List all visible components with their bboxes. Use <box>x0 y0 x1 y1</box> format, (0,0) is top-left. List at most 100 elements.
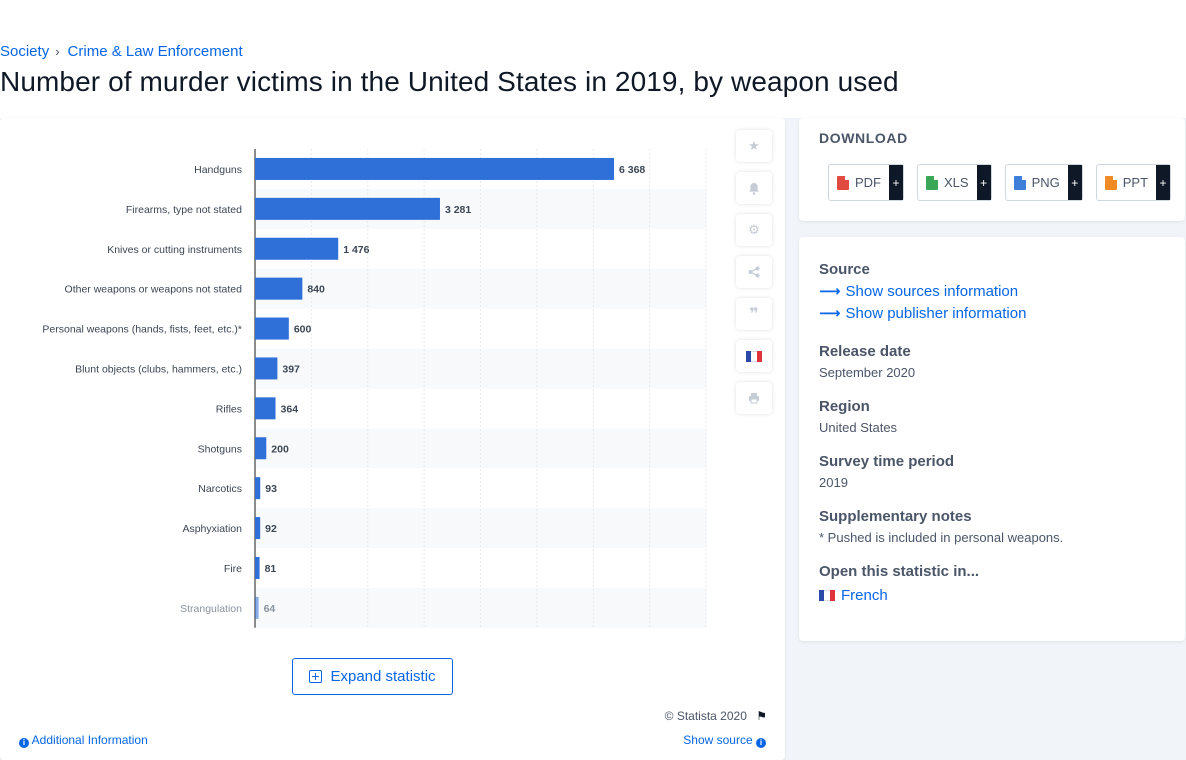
survey-period-value: 2019 <box>819 475 848 490</box>
bar <box>255 596 259 619</box>
top-header: Society › Crime & Law Enforcement Number o… <box>0 0 1186 118</box>
data-label: 1 476 <box>343 244 369 256</box>
bar <box>255 357 278 380</box>
plus-icon: + <box>1156 165 1171 200</box>
print-icon <box>749 393 759 404</box>
bar <box>255 437 267 460</box>
source-section: Source ⟶ Show sources information ⟶ Show p… <box>819 261 1026 322</box>
category-label: Blunt objects (clubs, hammers, etc.) <box>75 363 242 375</box>
open-in-section: Open this statistic in... French <box>819 563 979 604</box>
bar <box>255 237 339 260</box>
breadcrumb: Society › Crime & Law Enforcement <box>0 43 243 60</box>
page-title: Number of murder victims in the United S… <box>0 66 899 97</box>
category-label: Narcotics <box>198 483 242 495</box>
data-label: 81 <box>265 563 277 575</box>
supplementary-notes-label: Supplementary notes <box>819 508 972 525</box>
copyright: © Statista 2020 ⚑ <box>665 709 767 723</box>
chart-toolbar: ★ ⚙ ❞ <box>736 130 772 424</box>
download-ppt-label: PPT <box>1122 175 1149 190</box>
breadcrumb-society[interactable]: Society <box>0 43 50 60</box>
gear-icon: ⚙ <box>748 222 760 237</box>
region-value: United States <box>819 420 898 435</box>
show-publisher-label: Show publisher information <box>845 305 1027 322</box>
release-section: Release date September 2020 <box>819 343 915 380</box>
data-label: 93 <box>265 483 277 495</box>
data-label: 840 <box>307 284 325 296</box>
additional-information-link[interactable]: i Additional Information <box>19 733 148 748</box>
release-date-label: Release date <box>819 343 911 360</box>
arrow-right-icon: ⟶ <box>819 283 841 300</box>
breadcrumb-separator-icon: › <box>55 44 60 59</box>
category-label: Firearms, type not stated <box>126 204 242 216</box>
bar-chart: Handguns 6 368 Firearms, type not stated 3 … <box>42 149 707 628</box>
expand-statistic-button[interactable]: Expand statistic <box>292 658 453 695</box>
data-label: 600 <box>294 324 312 336</box>
supplementary-notes-section: Supplementary notes * Pushed is included… <box>819 508 1063 545</box>
show-source-link[interactable]: Show source i <box>683 733 766 748</box>
cite-button[interactable]: ❞ <box>736 298 772 330</box>
bar <box>255 556 260 579</box>
ppt-file-icon <box>1104 175 1117 190</box>
plus-icon: + <box>889 165 903 200</box>
show-sources-label: Show sources information <box>845 283 1019 300</box>
category-label: Fire <box>224 563 242 575</box>
release-date-value: September 2020 <box>819 365 916 380</box>
plus-icon: + <box>976 165 991 200</box>
data-label: 364 <box>281 403 299 415</box>
category-label: Asphyxiation <box>182 523 242 535</box>
category-label: Knives or cutting instruments <box>107 244 242 256</box>
open-in-french-link[interactable]: French <box>819 587 979 604</box>
download-png-label: PNG <box>1031 175 1060 190</box>
copyright-text: © Statista 2020 <box>664 709 747 723</box>
data-label: 200 <box>271 443 289 455</box>
category-label: Strangulation <box>180 603 242 615</box>
download-ppt-button[interactable]: PPT + <box>1095 164 1172 201</box>
share-button[interactable] <box>736 256 772 288</box>
download-xls-label: XLS <box>944 175 969 190</box>
notification-button[interactable] <box>736 172 772 204</box>
survey-period-label: Survey time period <box>819 453 955 470</box>
bar <box>255 277 303 300</box>
download-card: DOWNLOAD PDF + XLS + PNG + PPT + <box>799 118 1185 221</box>
info-icon: i <box>756 738 766 748</box>
download-pdf-button[interactable]: PDF + <box>828 164 904 201</box>
bar <box>255 197 440 220</box>
source-label: Source <box>819 261 870 278</box>
show-publisher-link[interactable]: ⟶ Show publisher information <box>819 304 1026 322</box>
download-xls-button[interactable]: XLS + <box>917 164 992 201</box>
download-pdf-label: PDF <box>855 175 881 190</box>
region-section: Region United States <box>819 398 897 435</box>
breadcrumb-crime[interactable]: Crime & Law Enforcement <box>67 43 243 60</box>
print-button[interactable] <box>736 382 772 414</box>
chart-card: Handguns 6 368 Firearms, type not stated 3 … <box>0 118 785 760</box>
category-label: Personal weapons (hands, fists, feet, et… <box>42 324 242 336</box>
supplementary-notes-value: * Pushed is included in personal weapons… <box>819 530 1064 545</box>
language-button[interactable] <box>736 340 772 372</box>
open-in-french-label: French <box>841 587 888 604</box>
bar <box>255 477 261 500</box>
favorite-button[interactable]: ★ <box>736 130 772 162</box>
flag-icon[interactable]: ⚑ <box>756 709 767 723</box>
download-png-button[interactable]: PNG + <box>1004 164 1083 201</box>
show-source-label: Show source <box>683 733 753 747</box>
category-label: Handguns <box>194 164 242 176</box>
star-icon: ★ <box>748 138 760 153</box>
bell-icon <box>749 182 759 195</box>
expand-icon <box>309 670 323 683</box>
bar <box>255 317 289 340</box>
bar <box>255 397 276 420</box>
info-icon: i <box>19 738 29 748</box>
flag-fr-icon <box>819 590 835 601</box>
category-label: Rifles <box>216 403 242 415</box>
additional-information-label: Additional Information <box>31 733 148 747</box>
show-sources-link[interactable]: ⟶ Show sources information <box>819 282 1026 300</box>
region-label: Region <box>819 398 870 415</box>
download-buttons: PDF + XLS + PNG + PPT + <box>828 164 1172 201</box>
xls-file-icon <box>926 175 938 190</box>
png-file-icon <box>1013 175 1026 190</box>
quote-icon: ❞ <box>749 306 759 323</box>
bar <box>255 157 614 180</box>
plus-icon: + <box>1067 165 1082 200</box>
settings-button[interactable]: ⚙ <box>736 214 772 246</box>
expand-statistic-label: Expand statistic <box>330 668 436 685</box>
